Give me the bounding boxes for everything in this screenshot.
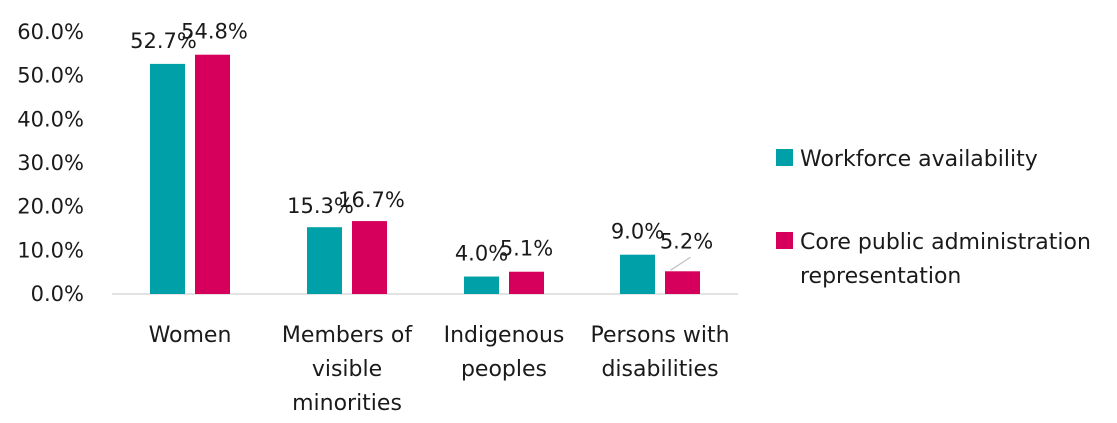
x-category-label: visible: [312, 357, 382, 382]
x-category-label: disabilities: [601, 357, 718, 382]
x-category-label: Women: [149, 323, 232, 348]
legend-swatch: [776, 232, 793, 249]
bar-workforce-availability[interactable]: [150, 63, 185, 295]
x-category-label: Indigenous: [444, 323, 565, 348]
y-tick-label: 40.0%: [17, 107, 84, 131]
y-tick-label: 10.0%: [17, 238, 84, 262]
data-label: 5.1%: [500, 237, 553, 261]
bar-workforce-availability[interactable]: [464, 276, 499, 294]
data-label-leader-line: [670, 256, 691, 271]
data-label: 5.2%: [660, 229, 713, 253]
bar-core-public-administration[interactable]: [665, 271, 700, 294]
data-label: 54.8%: [181, 20, 248, 44]
y-tick-label: 0.0%: [31, 282, 84, 306]
x-category-label: peoples: [461, 357, 547, 382]
bar-core-public-administration[interactable]: [509, 271, 544, 294]
data-label: 4.0%: [455, 242, 508, 266]
y-tick-label: 60.0%: [17, 20, 84, 44]
legend-label: Core public administration: [800, 230, 1091, 255]
x-category-label: Persons with: [590, 323, 729, 348]
x-category-label: Members of: [282, 323, 413, 348]
x-category-label: minorities: [292, 391, 402, 416]
y-tick-label: 30.0%: [17, 151, 84, 175]
legend-swatch: [776, 149, 793, 166]
data-label: 16.7%: [338, 188, 405, 212]
data-label: 52.7%: [130, 29, 197, 53]
bar-workforce-availability[interactable]: [620, 254, 655, 294]
y-tick-label: 20.0%: [17, 195, 84, 219]
data-label: 15.3%: [287, 194, 354, 218]
bar-core-public-administration[interactable]: [352, 221, 387, 294]
data-label: 9.0%: [611, 220, 664, 244]
legend-label: Workforce availability: [800, 147, 1038, 172]
y-tick-label: 50.0%: [17, 64, 84, 88]
legend-label: representation: [800, 264, 961, 289]
bar-workforce-availability[interactable]: [307, 227, 342, 294]
bar-core-public-administration[interactable]: [195, 54, 230, 294]
